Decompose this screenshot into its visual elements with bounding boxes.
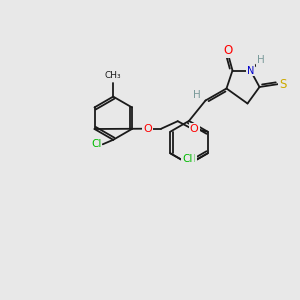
Text: O: O	[143, 124, 152, 134]
Text: Cl: Cl	[182, 154, 193, 164]
Text: O: O	[190, 124, 199, 134]
Text: H: H	[257, 55, 265, 65]
Text: Cl: Cl	[91, 139, 101, 149]
Text: Cl: Cl	[185, 154, 196, 164]
Text: N: N	[247, 65, 254, 76]
Text: S: S	[279, 77, 286, 91]
Text: CH₃: CH₃	[105, 70, 122, 80]
Text: O: O	[224, 44, 232, 57]
Text: H: H	[193, 90, 201, 100]
